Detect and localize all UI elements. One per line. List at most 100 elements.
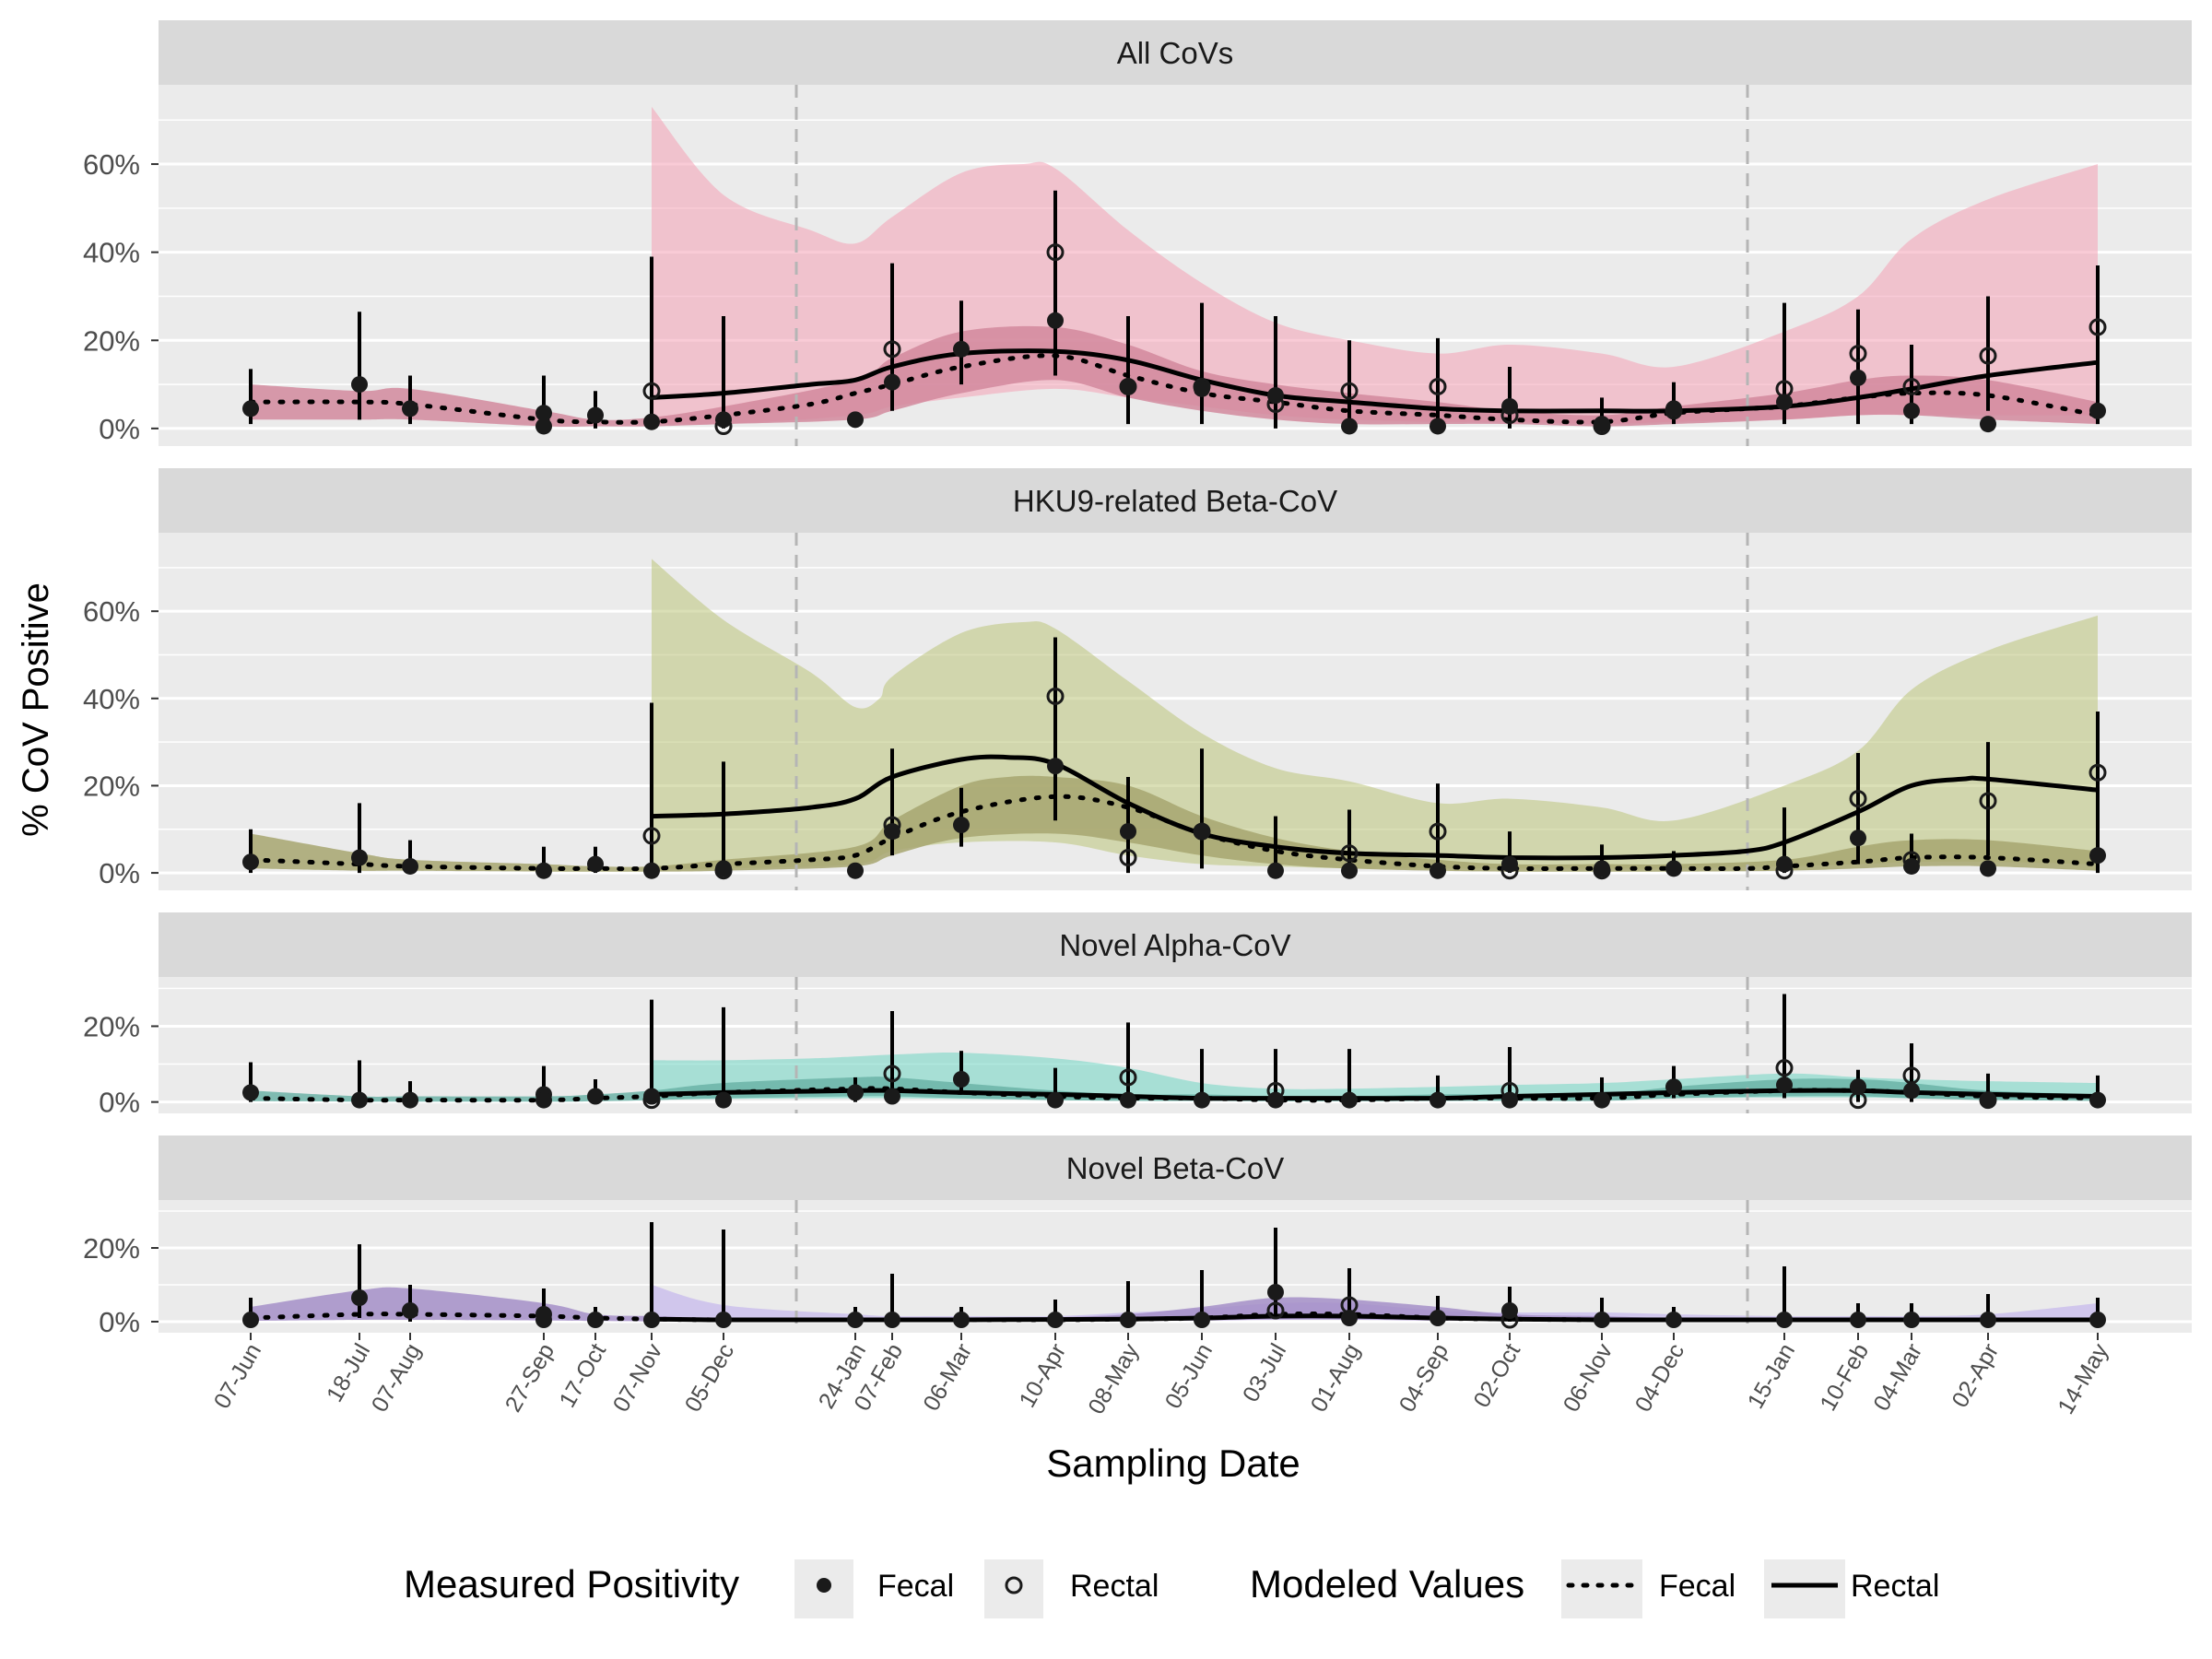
fecal-point <box>351 1289 368 1306</box>
y-tick-label: 0% <box>99 857 140 889</box>
fecal-point <box>402 1302 418 1319</box>
fecal-point <box>1501 1302 1518 1319</box>
fecal-point <box>715 411 732 429</box>
fecal-point <box>402 400 418 418</box>
fecal-point <box>884 1088 900 1105</box>
x-tick-label: 05-Dec <box>680 1339 740 1417</box>
x-tick-label: 27-Sep <box>500 1339 560 1417</box>
rectal-point <box>1849 790 1867 808</box>
fecal-point <box>1120 378 1136 395</box>
y-tick-label: 60% <box>83 595 140 628</box>
fecal-point <box>1665 1312 1682 1328</box>
facet-strip <box>159 468 2192 533</box>
modeled-rectal-line <box>651 754 2099 861</box>
fecal-point <box>1194 1312 1210 1328</box>
fecal-point <box>1267 1284 1284 1300</box>
fecal-point <box>1776 394 1793 411</box>
fecal-point <box>351 849 368 866</box>
rectal-point <box>2088 318 2107 336</box>
fecal-point <box>953 1312 970 1328</box>
y-tick-label: 60% <box>83 148 140 181</box>
y-tick-label: 0% <box>99 1306 140 1338</box>
fecal-point <box>1980 1091 1996 1109</box>
x-tick-label: 04-Mar <box>1868 1339 1927 1416</box>
y-axis-label: % CoV Positive <box>16 582 56 837</box>
fecal-point <box>1120 1091 1136 1109</box>
legend-label-fecal-point: Fecal <box>877 1569 954 1604</box>
fecal-point <box>1120 823 1136 841</box>
fecal-point <box>242 1312 259 1328</box>
fecal-point <box>715 1091 732 1109</box>
fecal-point <box>1341 862 1358 879</box>
fecal-point <box>1594 416 1610 433</box>
legend-title-modeled: Modeled Values <box>1250 1562 1524 1606</box>
rectal-point <box>1429 822 1447 841</box>
fecal-point <box>351 376 368 394</box>
fecal-ci-band-shade <box>251 325 2098 428</box>
facet-strip <box>159 20 2192 85</box>
x-tick-label: 18-Jul <box>322 1339 375 1406</box>
legend-title-measured: Measured Positivity <box>404 1562 739 1606</box>
fecal-point <box>2089 1091 2106 1109</box>
fecal-point <box>1430 1310 1446 1326</box>
fecal-point <box>953 340 970 358</box>
facet-novel-beta-cov: Novel Beta-CoV 0% 20% <box>83 1135 2192 1338</box>
rectal-point <box>2088 763 2107 782</box>
fecal-point <box>847 1312 864 1328</box>
fecal-point <box>715 1312 732 1328</box>
y-tick-label: 20% <box>83 1010 140 1042</box>
fecal-ci-band <box>251 325 2098 428</box>
fecal-point <box>535 1091 552 1109</box>
fecal-point <box>1267 387 1284 405</box>
fecal-point <box>1903 1312 1920 1328</box>
fecal-point <box>1594 860 1610 877</box>
fecal-point <box>1776 1312 1793 1328</box>
facet-title: Novel Beta-CoV <box>1066 1151 1285 1185</box>
x-tick-label: 17-Oct <box>554 1339 611 1412</box>
fecal-point <box>535 1312 552 1328</box>
fecal-point <box>1665 400 1682 418</box>
legend-open-circle-icon <box>1005 1576 1023 1594</box>
rectal-point <box>883 340 901 359</box>
rectal-point <box>1340 382 1359 400</box>
rectal-point <box>1046 243 1065 262</box>
rectal-point <box>1849 345 1867 363</box>
fecal-point <box>402 1091 418 1109</box>
y-tick-label: 20% <box>83 770 140 802</box>
y-tick-label: 20% <box>83 324 140 357</box>
rectal-point <box>1266 1301 1285 1320</box>
x-tick-label: 02-Oct <box>1468 1339 1525 1412</box>
fecal-point <box>1267 1091 1284 1109</box>
x-tick-label: 04-Sep <box>1394 1339 1454 1417</box>
fecal-point <box>1980 1312 1996 1328</box>
fecal-point <box>402 857 418 875</box>
rectal-point <box>642 827 661 845</box>
facet-strip <box>159 912 2192 977</box>
y-tick-label: 40% <box>83 683 140 715</box>
x-tick-label: 10-Apr <box>1014 1339 1071 1412</box>
x-tick-label: 02-Apr <box>1947 1339 2004 1412</box>
fecal-point <box>2089 402 2106 419</box>
fecal-point <box>1665 1078 1682 1096</box>
x-tick-label: 05-Jun <box>1160 1339 1218 1413</box>
y-tick-label: 0% <box>99 1087 140 1119</box>
legend-label-rectal-point: Rectal <box>1070 1569 1159 1604</box>
fecal-point <box>1047 1312 1064 1328</box>
fecal-point <box>1341 418 1358 435</box>
fecal-point <box>1267 862 1284 879</box>
fecal-point <box>1501 1091 1518 1109</box>
facet-title: Novel Alpha-CoV <box>1059 928 1290 962</box>
fecal-point <box>643 1312 660 1328</box>
fecal-ci-band-shade <box>251 1287 2098 1322</box>
fecal-point <box>535 862 552 879</box>
legend: Measured Positivity Fecal Rectal Modeled… <box>404 1559 1939 1618</box>
fecal-point <box>1120 1312 1136 1328</box>
fecal-point <box>351 1091 368 1109</box>
legend-key-rectal-point <box>984 1559 1043 1618</box>
fecal-point <box>1594 1312 1610 1328</box>
fecal-point <box>1430 418 1446 435</box>
fecal-point <box>1903 402 1920 419</box>
x-tick-label: 06-Nov <box>1559 1339 1618 1417</box>
fecal-point <box>1194 823 1210 841</box>
